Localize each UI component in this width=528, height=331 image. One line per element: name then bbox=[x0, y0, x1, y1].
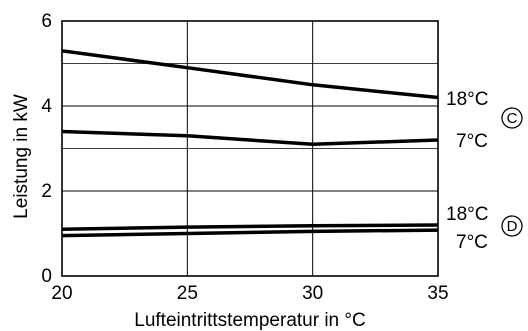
tick-labels: 20 25 30 35 0 2 4 6 bbox=[41, 11, 448, 304]
series-line-2 bbox=[61, 223, 439, 232]
series-label-3: 7°C bbox=[456, 232, 488, 253]
y-tick-label-1: 2 bbox=[41, 181, 52, 202]
y-tick-label-3: 6 bbox=[41, 11, 52, 32]
x-tick-label-0: 20 bbox=[51, 283, 72, 304]
marker-circle-1 bbox=[501, 215, 523, 237]
series-markers: CD bbox=[501, 107, 523, 237]
plot-border bbox=[61, 20, 439, 277]
series-label-2: 18°C bbox=[446, 204, 488, 225]
x-axis-label: Lufteintrittstemperatur in °C bbox=[134, 310, 365, 331]
y-axis-label: Leistung in kW bbox=[11, 94, 32, 219]
grid bbox=[62, 21, 438, 276]
x-tick-label-2: 30 bbox=[302, 283, 323, 304]
x-tick-label-1: 25 bbox=[177, 283, 198, 304]
y-tick-label-2: 4 bbox=[41, 96, 52, 117]
series-label-1: 7°C bbox=[456, 131, 488, 152]
group-marker-c: C bbox=[501, 107, 523, 129]
marker-circle-0 bbox=[501, 107, 523, 129]
plot-frame bbox=[61, 20, 439, 277]
marker-letter-1: D bbox=[507, 218, 518, 235]
y-tick-label-0: 0 bbox=[41, 266, 52, 287]
group-marker-d: D bbox=[501, 215, 523, 237]
x-tick-label-3: 35 bbox=[427, 283, 448, 304]
series-line-3 bbox=[61, 228, 439, 238]
marker-letter-0: C bbox=[507, 110, 518, 127]
series-line-0 bbox=[61, 49, 439, 100]
series-labels: 18°C 7°C 18°C 7°C bbox=[446, 89, 488, 253]
series-line-1 bbox=[61, 129, 439, 147]
series-lines bbox=[61, 49, 439, 238]
series-label-0: 18°C bbox=[446, 89, 488, 110]
